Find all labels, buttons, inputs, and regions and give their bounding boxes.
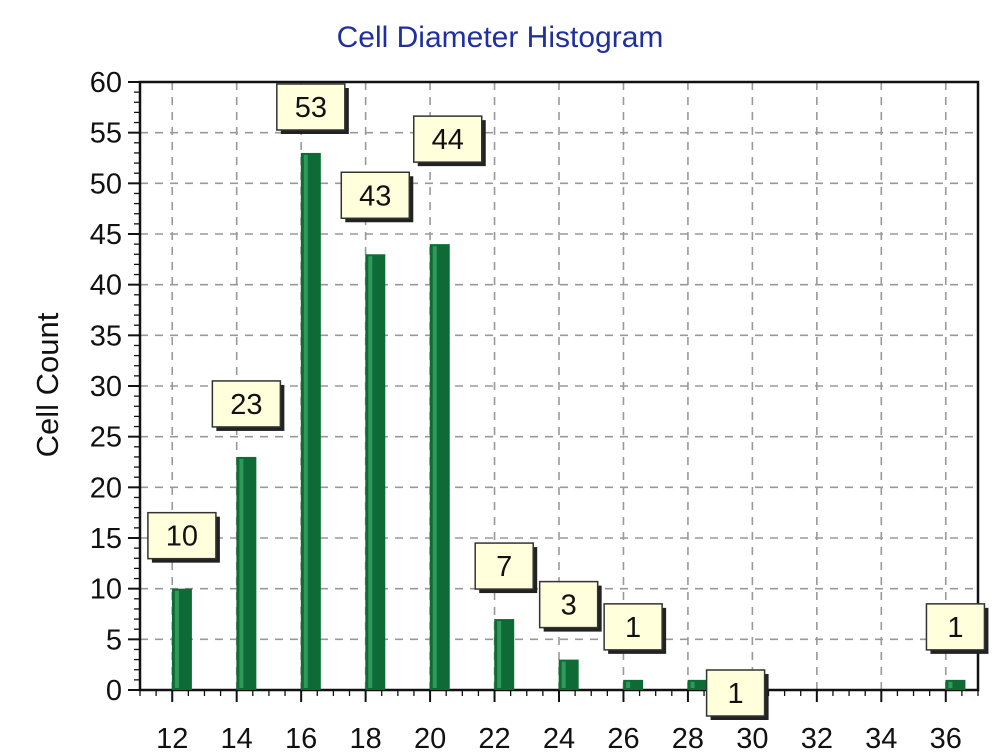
data-label: 1 (728, 678, 744, 710)
y-tick-label: 0 (106, 675, 122, 707)
bar-highlight (239, 458, 244, 688)
data-label: 1 (947, 612, 963, 644)
x-tick-label: 26 (607, 723, 639, 755)
bar (623, 679, 644, 690)
x-tick-label: 36 (930, 723, 962, 755)
y-tick-label: 25 (90, 422, 122, 454)
x-tick-label: 32 (801, 723, 833, 755)
y-tick-label: 55 (90, 118, 122, 150)
bar-highlight (432, 246, 437, 688)
y-tick-label: 50 (90, 168, 122, 200)
bar-highlight (948, 681, 953, 688)
x-tick-label: 28 (672, 723, 704, 755)
bar-highlight (303, 154, 308, 688)
data-label: 43 (359, 180, 391, 212)
x-tick-label: 14 (221, 723, 253, 755)
bar (945, 679, 966, 690)
chart-title: Cell Diameter Histogram (337, 21, 664, 54)
data-label-box (211, 380, 282, 428)
x-tick-label: 20 (414, 723, 446, 755)
x-tick-label: 30 (736, 723, 768, 755)
data-label-box (147, 511, 217, 560)
data-label: 3 (561, 590, 577, 622)
x-tick-label: 18 (349, 723, 381, 755)
data-label: 44 (432, 124, 464, 156)
y-tick-label: 45 (90, 219, 122, 251)
y-tick-label: 15 (90, 523, 122, 555)
x-tick-label: 34 (865, 723, 897, 755)
y-tick-label: 40 (90, 270, 122, 302)
bar (687, 679, 708, 690)
x-tick-label: 16 (285, 723, 317, 755)
x-tick-label: 24 (543, 723, 575, 755)
y-tick-label: 5 (106, 624, 122, 656)
bar-highlight (690, 681, 695, 688)
y-tick-label: 60 (90, 67, 122, 99)
x-tick-label: 22 (478, 723, 510, 755)
bars (171, 152, 966, 690)
data-label-box (603, 603, 663, 651)
data-label-box (412, 115, 483, 163)
y-tick-label: 20 (90, 472, 122, 504)
data-label-box (340, 171, 411, 220)
y-tick-label: 30 (90, 371, 122, 403)
data-label-box (925, 603, 986, 651)
data-label-box (474, 542, 534, 590)
data-label-box (538, 580, 599, 629)
data-label: 10 (166, 521, 198, 553)
data-label-box (705, 669, 766, 717)
bar-highlight (368, 256, 373, 688)
y-axis-label: Cell Count (30, 312, 65, 457)
data-label: 53 (295, 92, 327, 124)
bar-highlight (561, 661, 566, 688)
tick-labels: 0 5 10 15 20 25 30 35 40 45 50 55 60 12 14 16 18 20 22 24 26… (90, 67, 962, 755)
data-label: 23 (230, 389, 262, 421)
y-tick-label: 35 (90, 320, 122, 352)
y-tick-label: 10 (90, 574, 122, 606)
data-labels: 10 23 53 43 44 7 3 1 1 1 (147, 83, 989, 720)
data-label: 1 (625, 612, 641, 644)
bar-highlight (174, 590, 179, 688)
bar-highlight (497, 621, 502, 688)
x-tick-label: 12 (156, 723, 188, 755)
data-label: 7 (496, 551, 512, 583)
bar-highlight (626, 681, 631, 688)
data-label-box (276, 83, 346, 131)
